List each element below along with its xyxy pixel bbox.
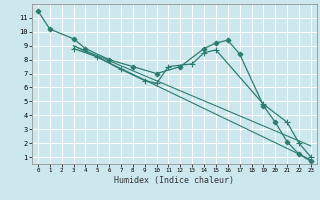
X-axis label: Humidex (Indice chaleur): Humidex (Indice chaleur) xyxy=(115,176,234,185)
